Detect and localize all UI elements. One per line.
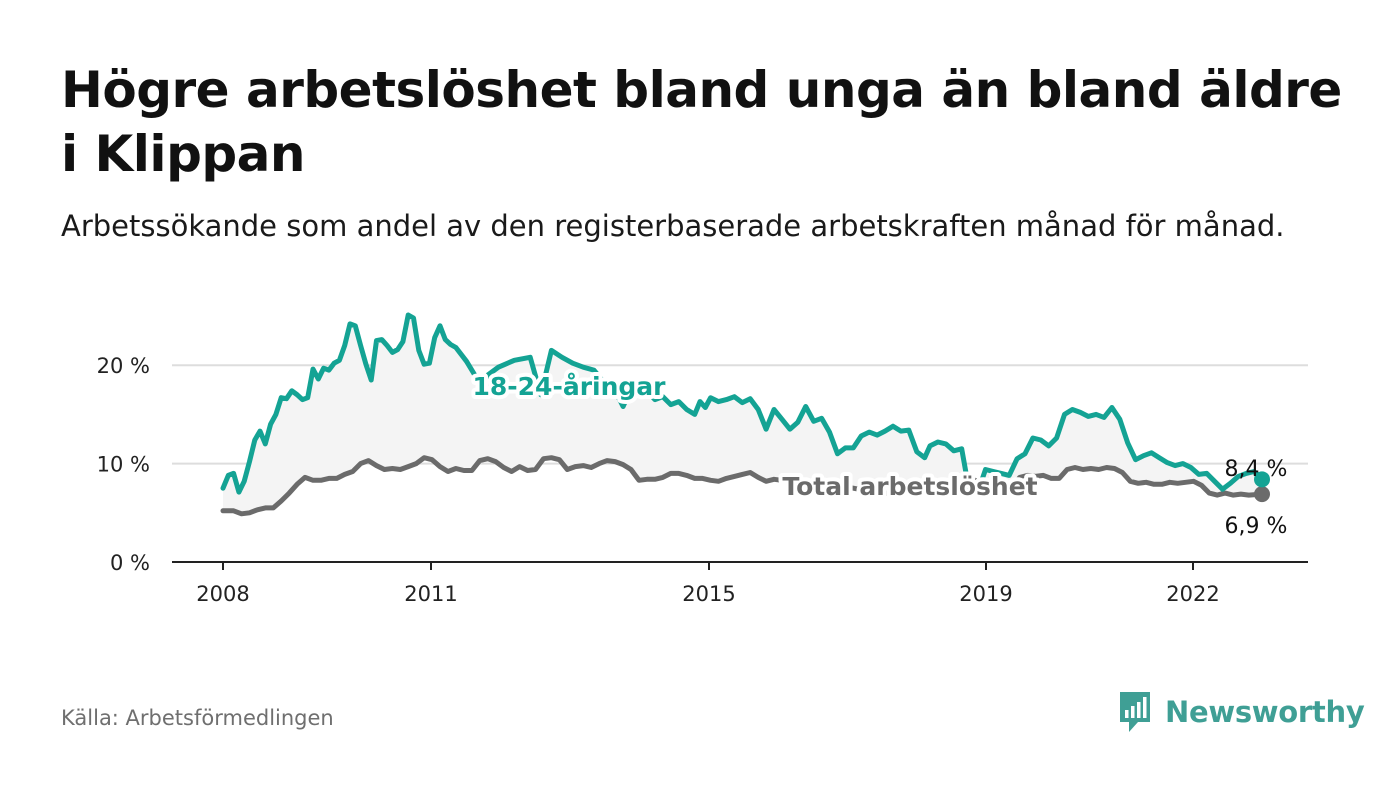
youth-end-value-label: 8,4 %	[1225, 457, 1288, 482]
y-tick-label: 0 %	[110, 551, 150, 575]
total-series-label: Total arbetslöshet	[782, 472, 1037, 501]
chart-subtitle: Arbetssökande som andel av den registerb…	[61, 209, 1285, 243]
brand-logo[interactable]: Newsworthy	[1117, 688, 1365, 736]
axes: 0 % 10 % 20 % 2008 2011 2015 2019 2022	[97, 354, 1308, 606]
x-tick-label: 2008	[196, 582, 249, 606]
youth-series-label: 18-24-åringar	[473, 372, 667, 401]
series-line-total	[220, 455, 1265, 517]
gap-area-layer	[223, 315, 1262, 514]
chart-title: Högre arbetslöshet bland unga än bland ä…	[61, 61, 1342, 183]
y-tick-label: 20 %	[97, 354, 150, 378]
brand-name: Newsworthy	[1165, 695, 1365, 729]
y-tick-label: 10 %	[97, 453, 150, 477]
newsworthy-logo-icon	[1120, 692, 1150, 732]
series-line-youth	[220, 312, 1265, 496]
total-series-label-halo: Total arbetslöshet	[782, 472, 1037, 501]
source-note: Källa: Arbetsförmedlingen	[61, 706, 334, 730]
x-tick-label: 2019	[959, 582, 1012, 606]
end-dot-total	[1254, 486, 1270, 503]
series-layer	[220, 312, 1270, 517]
youth-series-label-halo: 18-24-åringar	[473, 372, 667, 401]
x-tick-label: 2022	[1166, 582, 1219, 606]
gap-area	[223, 315, 1262, 514]
x-tick-label: 2015	[682, 582, 735, 606]
total-end-value-label: 6,9 %	[1225, 514, 1288, 539]
end-dot-youth	[1254, 471, 1270, 488]
x-tick-label: 2011	[404, 582, 457, 606]
